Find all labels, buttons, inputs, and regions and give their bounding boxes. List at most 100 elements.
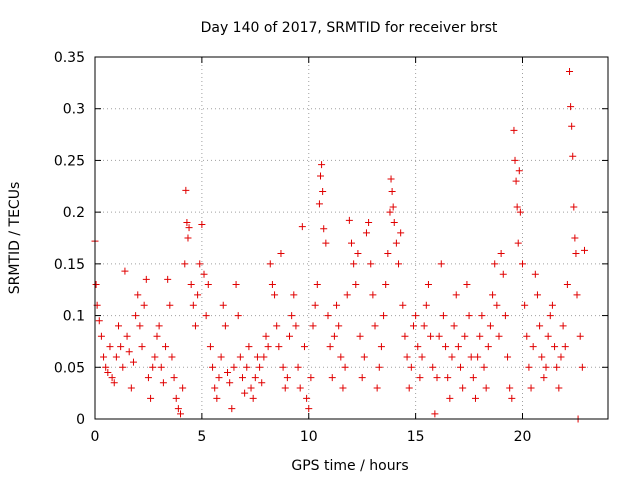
data-point — [529, 343, 537, 351]
data-point — [217, 353, 225, 361]
data-point — [238, 374, 246, 382]
data-point — [390, 218, 398, 226]
data-point — [504, 353, 512, 361]
data-point — [450, 322, 458, 330]
data-point — [388, 187, 396, 195]
data-point — [561, 343, 569, 351]
data-point — [138, 343, 146, 351]
data-point — [296, 384, 304, 392]
data-point — [414, 343, 422, 351]
data-point — [516, 208, 524, 216]
data-point — [194, 291, 202, 299]
data-point — [104, 368, 112, 376]
data-point — [484, 343, 492, 351]
data-point — [431, 410, 439, 418]
data-point — [303, 394, 311, 402]
data-point — [578, 363, 586, 371]
x-tick-label: 5 — [197, 429, 206, 445]
data-point — [572, 250, 580, 258]
data-point — [140, 301, 148, 309]
data-point — [446, 394, 454, 402]
data-point — [427, 332, 435, 340]
data-point — [514, 239, 522, 247]
data-point — [241, 389, 249, 397]
data-point — [542, 363, 550, 371]
data-point — [513, 203, 521, 211]
data-point — [271, 291, 279, 299]
data-point — [328, 374, 336, 382]
data-point — [563, 281, 571, 289]
data-point — [132, 312, 140, 320]
data-point — [106, 343, 114, 351]
data-point — [179, 384, 187, 392]
data-point — [168, 353, 176, 361]
data-point — [232, 281, 240, 289]
data-point — [544, 332, 552, 340]
data-point — [375, 363, 383, 371]
data-point — [172, 394, 180, 402]
data-point — [557, 353, 565, 361]
data-point — [129, 358, 137, 366]
data-point — [330, 332, 338, 340]
data-point — [382, 281, 390, 289]
data-point — [288, 312, 296, 320]
y-tick-label: 0.05 — [54, 360, 85, 376]
data-point — [553, 363, 561, 371]
data-point — [157, 363, 165, 371]
data-point — [569, 152, 577, 160]
data-point — [100, 353, 108, 361]
data-point — [166, 301, 174, 309]
data-point — [343, 291, 351, 299]
data-point — [474, 353, 482, 361]
data-point — [433, 374, 441, 382]
data-point — [371, 322, 379, 330]
plot-frame — [94, 56, 609, 420]
data-point — [384, 250, 392, 258]
data-point — [356, 332, 364, 340]
data-point — [268, 281, 276, 289]
data-point — [224, 368, 232, 376]
data-point — [465, 312, 473, 320]
data-point — [121, 267, 129, 275]
data-point — [348, 239, 355, 247]
data-point — [489, 291, 497, 299]
data-point — [491, 260, 499, 268]
data-point — [283, 374, 291, 382]
data-point — [245, 343, 253, 351]
data-point — [281, 384, 289, 392]
data-point — [399, 301, 407, 309]
data-point — [380, 312, 388, 320]
data-point — [540, 374, 548, 382]
data-point — [290, 291, 298, 299]
data-point — [315, 200, 323, 208]
data-point — [418, 353, 426, 361]
data-point — [151, 353, 159, 361]
data-point — [262, 332, 270, 340]
data-point — [350, 260, 358, 268]
data-point — [508, 394, 516, 402]
data-point — [403, 353, 411, 361]
data-point — [277, 250, 285, 258]
data-point — [256, 363, 264, 371]
data-point — [567, 103, 575, 111]
data-point — [467, 353, 475, 361]
data-point — [260, 353, 268, 361]
data-point — [506, 384, 514, 392]
data-point — [525, 363, 533, 371]
data-point — [429, 363, 437, 371]
data-point — [580, 246, 588, 254]
data-point — [226, 379, 234, 387]
data-point — [147, 394, 155, 402]
data-points — [91, 67, 588, 423]
data-point — [546, 312, 554, 320]
data-point — [392, 239, 400, 247]
data-point — [170, 374, 178, 382]
data-point — [476, 332, 484, 340]
data-point — [202, 312, 210, 320]
data-point — [424, 281, 432, 289]
data-point — [191, 322, 199, 330]
data-point — [123, 332, 131, 340]
data-point — [182, 186, 190, 194]
data-point — [495, 332, 503, 340]
data-point — [333, 301, 341, 309]
